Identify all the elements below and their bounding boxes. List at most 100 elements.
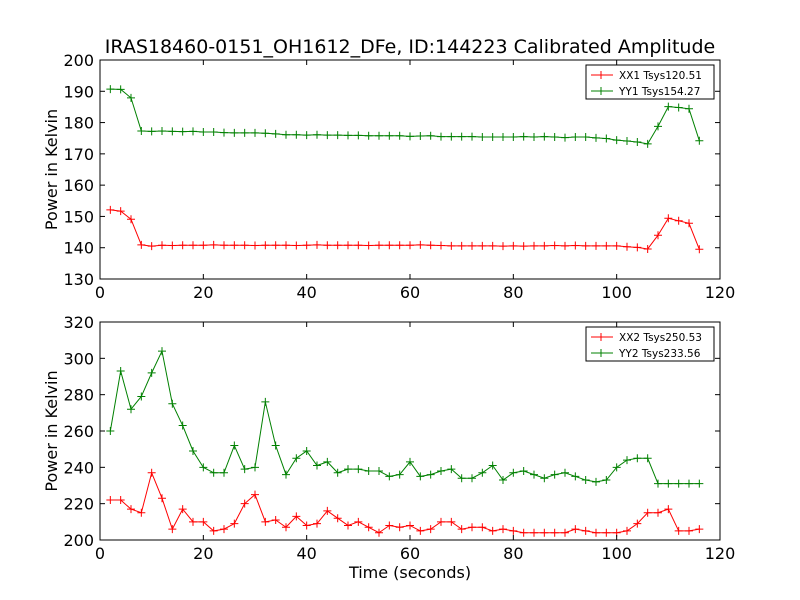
data-point [654,122,662,131]
data-point [654,508,662,517]
data-point [354,131,363,140]
data-point [364,131,373,140]
data-point [344,521,352,530]
data-point [189,446,197,455]
data-point [623,456,631,465]
data-point [406,132,414,141]
data-point [643,508,652,517]
data-point [468,132,476,141]
data-point [395,241,404,250]
data-point [137,508,146,517]
data-point [519,466,528,475]
chart-panel-2: 0 20 40 60 80 100 120 200 220 240 260 280 300 320 Powe… [42,313,735,582]
data-point [251,128,259,137]
legend-label: YY1 Tsys154.27 [618,86,700,98]
y-tick-label: 320 [63,313,94,332]
data-point [147,368,156,377]
data-point [116,367,125,376]
data-point [643,454,652,463]
data-point [282,470,290,479]
data-point [261,517,270,526]
data-point [106,496,115,505]
data-point [385,131,394,140]
data-point [426,131,435,140]
data-point [395,131,404,140]
data-point [375,528,383,537]
data-point [106,427,115,435]
data-point [592,528,600,537]
data-point [127,505,135,514]
data-point [240,128,249,137]
data-point [158,494,166,503]
y-tick-label: 200 [63,531,94,550]
legend-label: XX1 Tsys120.51 [619,70,702,82]
data-point [106,85,115,94]
series-line-1 [110,209,700,250]
x-tick-label: 0 [95,283,105,302]
data-point [230,519,239,528]
data-point [457,132,466,141]
data-point [302,446,311,455]
y-axis-label: Power in Kelvin [42,109,61,230]
data-point [685,479,693,488]
data-point [550,132,559,141]
y-tick-label: 200 [63,51,94,70]
data-point [354,465,363,474]
data-point [406,457,414,466]
data-point [282,130,290,139]
data-point [664,505,673,514]
data-point [178,241,187,250]
data-point [344,465,352,474]
data-point [519,528,528,537]
data-point [674,216,683,225]
data-point [364,523,373,532]
data-point [209,468,218,477]
data-point [633,519,642,528]
data-point [178,127,187,136]
series-line-1 [110,471,700,534]
data-point [395,523,404,532]
data-point [478,132,487,141]
data-point [344,131,352,140]
data-point [664,102,673,111]
data-point [540,241,549,250]
legend-box [585,64,715,100]
data-point [571,241,580,250]
x-tick-label: 40 [296,283,316,302]
x-tick-label: 20 [193,283,213,302]
data-point [674,479,683,488]
x-tick-label: 20 [193,544,213,563]
data-point [643,139,652,148]
data-point [416,240,425,249]
data-point [302,521,311,530]
data-point [209,526,218,535]
data-point [147,468,156,477]
data-point [478,468,487,477]
data-point [364,241,373,250]
data-point [581,241,590,250]
data-point [251,463,259,472]
data-point [168,399,177,408]
data-point [323,457,332,466]
data-point [612,241,621,250]
data-point [251,241,259,250]
data-point [571,525,580,534]
data-point [426,241,435,250]
data-point [571,132,580,141]
legend-label: YY2 Tsys233.56 [618,348,701,360]
data-point [261,397,270,406]
data-point [457,525,466,534]
data-point [623,137,631,146]
legend-box [585,326,715,362]
legend-marker [597,349,605,357]
y-tick-label: 150 [63,207,94,226]
data-point [178,505,187,514]
data-point [602,528,611,537]
x-tick-label: 100 [601,283,632,302]
data-point [612,463,621,472]
data-point [271,516,280,525]
data-point [302,131,311,140]
data-point [674,526,683,535]
data-point [406,241,414,250]
data-point [664,479,673,488]
